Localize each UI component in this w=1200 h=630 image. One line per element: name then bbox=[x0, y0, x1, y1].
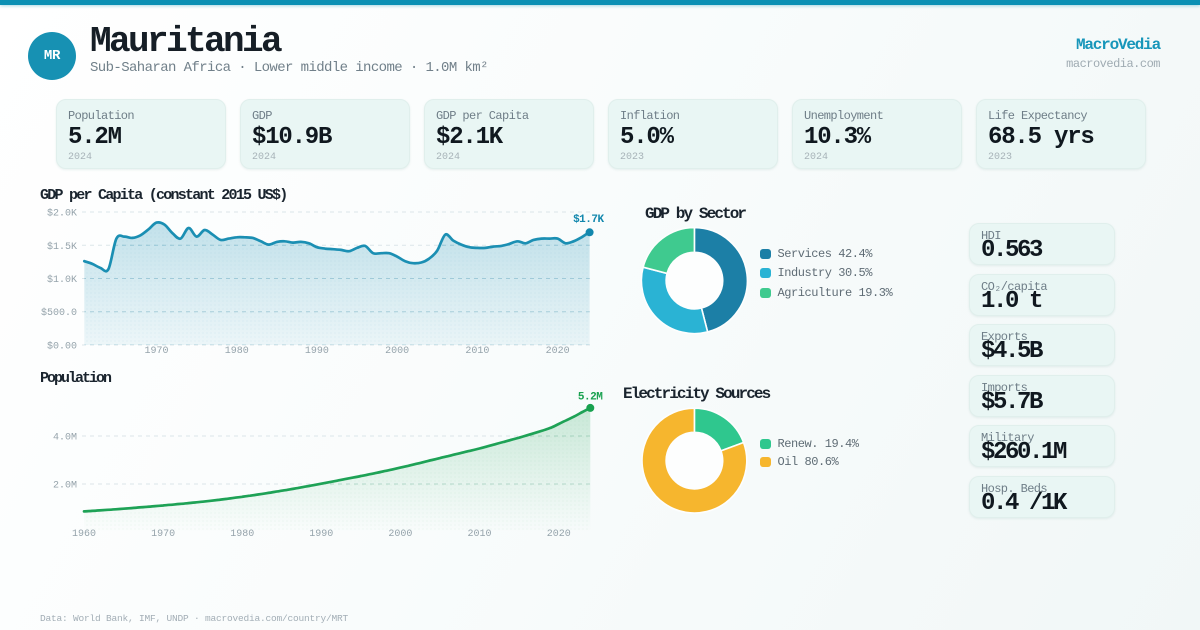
svg-text:2000: 2000 bbox=[388, 529, 412, 540]
svg-text:$1.0K: $1.0K bbox=[47, 274, 77, 286]
svg-text:2010: 2010 bbox=[465, 346, 489, 357]
svg-text:1980: 1980 bbox=[225, 346, 249, 357]
svg-text:1980: 1980 bbox=[230, 529, 254, 540]
svg-text:1990: 1990 bbox=[305, 346, 329, 357]
svg-text:2.0M: 2.0M bbox=[53, 481, 77, 492]
svg-text:2010: 2010 bbox=[467, 529, 491, 540]
svg-text:1970: 1970 bbox=[151, 529, 175, 540]
svg-text:1970: 1970 bbox=[144, 346, 168, 357]
svg-text:$0.00: $0.00 bbox=[47, 341, 77, 353]
svg-text:2020: 2020 bbox=[546, 346, 570, 357]
svg-text:$500.0: $500.0 bbox=[41, 307, 77, 319]
svg-text:1960: 1960 bbox=[72, 529, 96, 540]
svg-text:$1.7K: $1.7K bbox=[573, 214, 604, 226]
svg-text:$2.0K: $2.0K bbox=[47, 208, 77, 220]
svg-text:$1.5K: $1.5K bbox=[47, 241, 77, 253]
svg-text:1990: 1990 bbox=[309, 529, 333, 540]
svg-text:2000: 2000 bbox=[385, 346, 409, 357]
svg-text:2020: 2020 bbox=[547, 529, 571, 540]
svg-text:4.0M: 4.0M bbox=[53, 433, 77, 444]
svg-text:5.2M: 5.2M bbox=[578, 392, 603, 404]
